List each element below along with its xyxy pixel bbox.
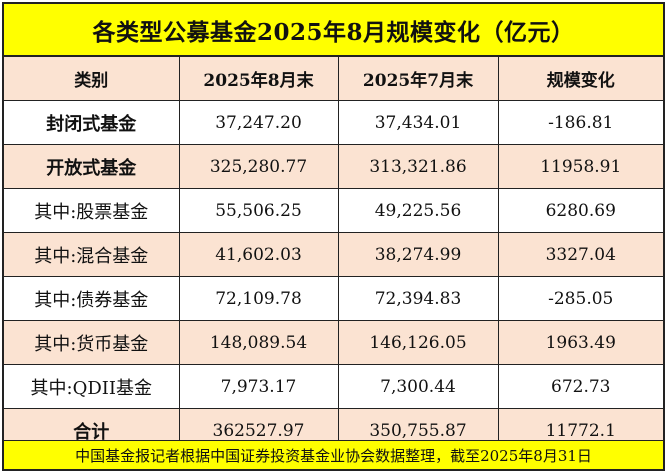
row-aug: 72,109.78 <box>178 276 339 321</box>
row-jul: 49,225.56 <box>337 188 499 233</box>
row-change: 6280.69 <box>497 188 663 233</box>
header-aug: 2025年8月末 <box>178 57 339 101</box>
row-change: -186.81 <box>497 100 663 145</box>
row-category: 其中:货币基金 <box>4 320 180 365</box>
row-jul: 38,274.99 <box>337 232 499 277</box>
row-change: 1963.49 <box>497 320 663 365</box>
table-row: 封闭式基金 37,247.20 37,434.01 -186.81 <box>4 100 663 145</box>
row-jul: 72,394.83 <box>337 276 499 321</box>
table-row: 其中:股票基金 55,506.25 49,225.56 6280.69 <box>4 188 663 233</box>
fund-scale-table: 类别 2025年8月末 2025年7月末 规模变化 封闭式基金 37,247.2… <box>4 57 663 453</box>
header-jul: 2025年7月末 <box>337 57 499 101</box>
row-jul: 7,300.44 <box>337 364 499 409</box>
row-category: 其中:债券基金 <box>4 276 180 321</box>
row-category: 封闭式基金 <box>4 100 180 145</box>
header-change: 规模变化 <box>497 57 663 101</box>
row-change: -285.05 <box>497 276 663 321</box>
row-aug: 41,602.03 <box>178 232 339 277</box>
header-category: 类别 <box>4 57 180 101</box>
row-category: 合计 <box>4 408 180 453</box>
table-row: 其中:债券基金 72,109.78 72,394.83 -285.05 <box>4 276 663 321</box>
row-change: 672.73 <box>497 364 663 409</box>
table-row: 其中:货币基金 148,089.54 146,126.05 1963.49 <box>4 320 663 365</box>
row-jul: 313,321.86 <box>337 144 499 189</box>
row-category: 其中:QDII基金 <box>4 364 180 409</box>
row-jul: 37,434.01 <box>337 100 499 145</box>
row-aug: 7,973.17 <box>178 364 339 409</box>
row-aug: 325,280.77 <box>178 144 339 189</box>
row-change: 11958.91 <box>497 144 663 189</box>
row-category: 其中:股票基金 <box>4 188 180 233</box>
row-category: 开放式基金 <box>4 144 180 189</box>
row-change: 3327.04 <box>497 232 663 277</box>
table-row: 开放式基金 325,280.77 313,321.86 11958.91 <box>4 144 663 189</box>
header-row: 类别 2025年8月末 2025年7月末 规模变化 <box>4 57 663 101</box>
row-jul: 146,126.05 <box>337 320 499 365</box>
table-row: 其中:QDII基金 7,973.17 7,300.44 672.73 <box>4 364 663 409</box>
row-aug: 37,247.20 <box>178 100 339 145</box>
source-note: 中国基金报记者根据中国证券投资基金业协会数据整理，截至2025年8月31日 <box>4 440 663 469</box>
row-category: 其中:混合基金 <box>4 232 180 277</box>
table-row: 其中:混合基金 41,602.03 38,274.99 3327.04 <box>4 232 663 277</box>
row-aug: 55,506.25 <box>178 188 339 233</box>
row-aug: 148,089.54 <box>178 320 339 365</box>
table-title: 各类型公募基金2025年8月规模变化（亿元） <box>4 4 663 57</box>
